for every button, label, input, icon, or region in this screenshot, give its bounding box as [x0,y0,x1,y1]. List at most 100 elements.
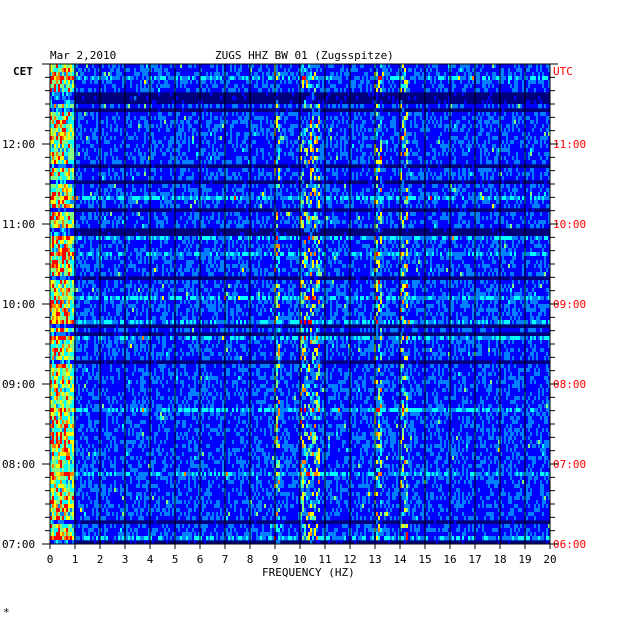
spectrogram-cell [464,100,466,104]
spectrogram-cell [332,64,334,68]
spectrogram-cell [464,64,466,68]
spectrogram-cell [296,152,298,156]
spectrogram-cell [276,108,278,112]
spectrogram-cell [402,148,404,152]
spectrogram-cell [528,100,530,104]
spectrogram-cell [516,120,518,124]
spectrogram-cell [538,72,540,76]
spectrogram-cell [170,120,172,124]
spectrogram-cell [468,152,470,156]
spectrogram-cell [444,124,446,128]
spectrogram-cell [166,84,168,88]
spectrogram-cell [368,80,370,84]
spectrogram-cell [360,112,362,116]
spectrogram-cell [162,72,164,76]
spectrogram-cell [242,124,244,128]
spectrogram-cell [388,80,390,84]
spectrogram-cell [432,76,434,80]
spectrogram-cell [454,112,456,116]
spectrogram-cell [470,128,472,132]
spectrogram-cell [502,76,504,80]
spectrogram-cell [506,140,508,144]
spectrogram-cell [418,140,420,144]
spectrogram-cell [166,144,168,148]
spectrogram-cell [326,80,328,84]
spectrogram-cell [316,104,318,108]
spectrogram-cell [296,136,298,140]
spectrogram-cell [362,76,364,80]
spectrogram-cell [116,76,118,80]
spectrogram-cell [368,132,370,136]
spectrogram-cell [128,152,130,156]
spectrogram-cell [510,148,512,152]
spectrogram-cell [242,148,244,152]
spectrogram-cell [258,112,260,116]
spectrogram-cell [506,144,508,148]
spectrogram-cell [470,148,472,152]
spectrogram-cell [410,144,412,148]
spectrogram-cell [212,152,214,156]
spectrogram-cell [172,156,174,160]
spectrogram-cell [416,136,418,140]
spectrogram-cell [220,88,222,92]
spectrogram-cell [132,132,134,136]
spectrogram-cell [412,136,414,140]
spectrogram-cell [496,128,498,132]
spectrogram-cell [238,136,240,140]
spectrogram-cell [402,104,404,108]
spectrogram-cell [406,64,408,68]
spectrogram-cell [266,120,268,124]
spectrogram-cell [504,68,506,72]
spectrogram-cell [430,84,432,88]
spectrogram-cell [330,88,332,92]
spectrogram-cell [262,76,264,80]
spectrogram-cell [510,68,512,72]
spectrogram-cell [214,132,216,136]
spectrogram-cell [80,136,82,140]
spectrogram-cell [106,112,108,116]
spectrogram-cell [110,64,112,68]
spectrogram-cell [440,120,442,124]
spectrogram-cell [276,132,278,136]
spectrogram-cell [236,64,238,68]
spectrogram-cell [208,124,210,128]
spectrogram-cell [292,76,294,80]
spectrogram-cell [438,68,440,72]
spectrogram-cell [86,68,88,72]
spectrogram-cell [514,124,516,128]
spectrogram-cell [84,116,86,120]
spectrogram-cell [280,84,282,88]
spectrogram-cell [92,76,94,80]
spectrogram-cell [432,148,434,152]
spectrogram-cell [364,64,366,68]
spectrogram-cell [118,136,120,140]
spectrogram-cell [506,112,508,116]
spectrogram-cell [522,132,524,136]
spectrogram-cell [264,112,266,116]
spectrogram-cell [130,84,132,88]
spectrogram-cell [446,88,448,92]
spectrogram-cell [444,144,446,148]
spectrogram-cell [318,112,320,116]
spectrogram-cell [522,116,524,120]
spectrogram-cell [326,112,328,116]
spectrogram-cell [130,112,132,116]
spectrogram-cell [162,116,164,120]
spectrogram-cell [444,64,446,68]
spectrogram-cell [328,88,330,92]
spectrogram-cell [290,144,292,148]
spectrogram-cell [522,112,524,116]
spectrogram-cell [284,88,286,92]
spectrogram-cell [232,148,234,152]
spectrogram-cell [396,148,398,152]
spectrogram-cell [512,64,514,68]
spectrogram-cell [182,120,184,124]
spectrogram-cell [132,84,134,88]
spectrogram-cell [186,64,188,68]
spectrogram-cell [258,104,260,108]
spectrogram-cell [234,152,236,156]
spectrogram-cell [288,152,290,156]
spectrogram-cell [312,72,314,76]
spectrogram-cell [336,76,338,80]
spectrogram-cell [344,72,346,76]
